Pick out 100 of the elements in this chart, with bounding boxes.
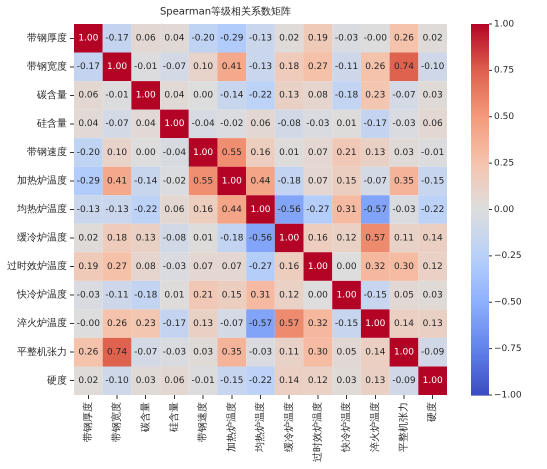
data-label: -0.14 bbox=[220, 90, 244, 101]
y-tick-label: 均热炉温度 bbox=[16, 203, 67, 216]
data-label: 0.14 bbox=[422, 233, 443, 244]
data-label: 0.01 bbox=[164, 290, 184, 300]
data-label: 0.01 bbox=[336, 119, 357, 130]
data-label: 0.30 bbox=[308, 348, 328, 358]
data-label: 0.03 bbox=[422, 90, 443, 101]
x-tick-label: 硬度 bbox=[426, 402, 438, 422]
data-label: -0.07 bbox=[392, 90, 416, 101]
data-label: 0.31 bbox=[250, 290, 271, 300]
data-label: 0.02 bbox=[422, 34, 443, 44]
data-label: 0.41 bbox=[107, 176, 128, 186]
data-label: 0.03 bbox=[336, 376, 357, 386]
data-label: -0.22 bbox=[421, 204, 444, 215]
y-tick-label: 带钢厚度 bbox=[27, 32, 67, 44]
data-label: 1.00 bbox=[250, 204, 271, 215]
data-label: 1.00 bbox=[193, 148, 214, 158]
data-label: 0.04 bbox=[164, 90, 185, 101]
data-label: 0.04 bbox=[136, 119, 156, 130]
data-label: -0.03 bbox=[248, 348, 272, 358]
data-label: 0.16 bbox=[193, 204, 214, 215]
data-label: -0.03 bbox=[334, 34, 358, 44]
data-label: -0.22 bbox=[134, 204, 158, 215]
data-label: -0.03 bbox=[162, 348, 186, 358]
data-label: -0.18 bbox=[134, 290, 158, 300]
data-label: 0.13 bbox=[365, 376, 386, 386]
data-label: 0.21 bbox=[193, 290, 214, 300]
data-label: 0.57 bbox=[279, 319, 300, 329]
color-bar-label: −0.50 bbox=[494, 298, 522, 308]
y-tick-label: 硅含量 bbox=[36, 117, 67, 130]
data-label: 0.44 bbox=[250, 176, 271, 186]
data-label: -0.04 bbox=[162, 148, 186, 158]
data-label: -0.56 bbox=[248, 233, 272, 244]
data-label: -0.07 bbox=[162, 62, 186, 72]
data-label: 0.13 bbox=[365, 148, 386, 158]
data-label: 0.02 bbox=[78, 233, 98, 244]
data-label: 1.00 bbox=[422, 376, 443, 386]
data-label: 0.19 bbox=[308, 34, 328, 44]
data-label: -0.08 bbox=[162, 233, 186, 244]
data-label: 0.06 bbox=[136, 34, 156, 44]
data-label: 0.13 bbox=[279, 90, 300, 101]
data-label: -0.57 bbox=[248, 319, 272, 329]
data-label: 0.55 bbox=[222, 148, 242, 158]
x-tick-label: 过时效炉温度 bbox=[311, 402, 324, 462]
data-label: 0.03 bbox=[422, 290, 443, 300]
data-label: -0.13 bbox=[248, 62, 272, 72]
data-label: 0.14 bbox=[365, 348, 386, 358]
data-label: 0.11 bbox=[279, 348, 300, 358]
data-label: -0.15 bbox=[421, 176, 444, 186]
data-label: -0.57 bbox=[364, 204, 387, 215]
data-label: 0.00 bbox=[336, 262, 357, 272]
data-label: -0.02 bbox=[162, 176, 186, 186]
data-label: 0.74 bbox=[394, 62, 414, 72]
color-bar-label: 0.25 bbox=[494, 158, 514, 168]
data-label: 1.00 bbox=[164, 119, 185, 130]
data-label: -0.01 bbox=[421, 148, 444, 158]
data-label: -0.01 bbox=[134, 62, 158, 72]
data-label: 0.13 bbox=[422, 319, 443, 329]
data-label: -0.09 bbox=[421, 348, 445, 358]
data-label: 0.00 bbox=[193, 90, 214, 101]
data-label: -0.20 bbox=[191, 34, 216, 44]
data-label: 0.00 bbox=[308, 290, 328, 300]
data-label: -0.27 bbox=[306, 204, 330, 215]
data-label: -0.18 bbox=[334, 90, 358, 101]
color-bar-label: 0.50 bbox=[494, 112, 514, 122]
color-bar-label: −0.25 bbox=[494, 251, 522, 262]
data-label: 0.07 bbox=[308, 176, 328, 186]
data-label: 0.35 bbox=[222, 348, 242, 358]
data-label: -0.07 bbox=[364, 176, 387, 186]
x-tick-label: 缓冷炉温度 bbox=[282, 402, 295, 452]
data-label: -0.10 bbox=[421, 62, 445, 72]
data-label: 0.01 bbox=[193, 233, 214, 244]
data-label: -0.15 bbox=[364, 290, 387, 300]
data-label: 0.05 bbox=[336, 348, 357, 358]
data-label: 0.27 bbox=[308, 62, 328, 72]
data-label: -0.56 bbox=[278, 204, 302, 215]
y-tick-label: 过时效炉温度 bbox=[7, 260, 67, 272]
data-label: -0.18 bbox=[220, 233, 244, 244]
data-label: -0.03 bbox=[162, 262, 186, 272]
chart-title: Spearman等级相关系数矩阵 bbox=[160, 6, 292, 18]
x-tick-label: 硅含量 bbox=[168, 402, 180, 433]
y-tick-label: 带钢宽度 bbox=[27, 60, 67, 72]
data-label: 0.10 bbox=[193, 62, 214, 72]
data-label: -0.22 bbox=[248, 90, 272, 101]
data-label: 0.27 bbox=[107, 262, 128, 272]
data-label: 0.07 bbox=[222, 262, 242, 272]
data-label: 0.16 bbox=[279, 262, 300, 272]
data-label: 0.05 bbox=[394, 290, 414, 300]
data-label: 1.00 bbox=[222, 176, 242, 186]
data-label: 0.06 bbox=[164, 376, 185, 386]
data-label: 0.16 bbox=[308, 233, 328, 244]
x-tick-label: 加热炉温度 bbox=[225, 402, 238, 452]
data-label: -0.01 bbox=[105, 90, 129, 101]
data-label: 0.74 bbox=[107, 348, 128, 358]
data-label: -0.18 bbox=[278, 176, 302, 186]
data-label: 1.00 bbox=[394, 348, 414, 358]
data-label: 0.08 bbox=[308, 90, 328, 101]
data-label: -0.09 bbox=[392, 376, 416, 386]
data-label: 0.14 bbox=[394, 319, 414, 329]
data-label: -0.15 bbox=[220, 376, 244, 386]
